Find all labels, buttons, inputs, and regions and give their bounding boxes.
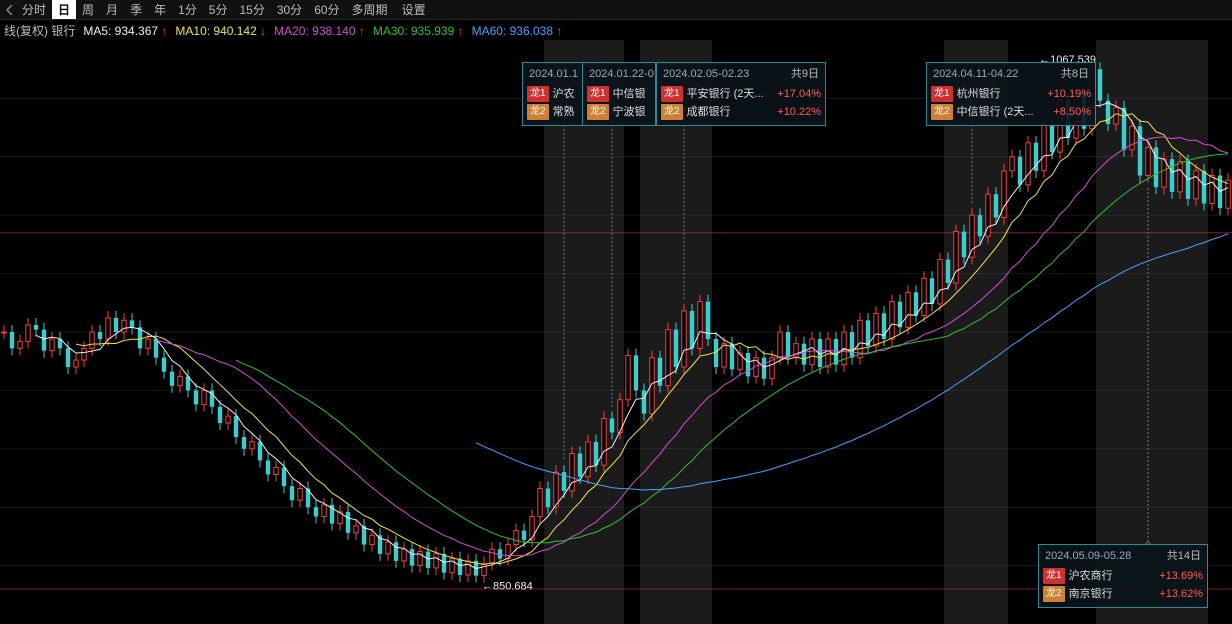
- annotation-box[interactable]: 2024.05.09-05.28 共14日龙1沪农商行 +13.69% 龙2南京银行 +…: [1038, 544, 1208, 608]
- legend-ma10: MA10: 940.142 ↓: [175, 24, 266, 38]
- stock-name: 沪农商行: [1069, 568, 1113, 584]
- timeframe-月[interactable]: 月: [100, 0, 124, 19]
- timeframe-季[interactable]: 季: [124, 0, 148, 19]
- annotation-days: 共14日: [1167, 548, 1201, 564]
- svg-text:←850.684: ←850.684: [482, 581, 533, 593]
- timeframe-5分[interactable]: 5分: [203, 0, 234, 19]
- scroll-left-icon[interactable]: [4, 2, 16, 18]
- pct-change: +8.50%: [1053, 104, 1091, 120]
- stock-name: 中信银行 (2天...: [957, 104, 1034, 120]
- annotation-date: 2024.05.09-05.28: [1045, 548, 1131, 564]
- annotation-days: 共8日: [1061, 66, 1089, 82]
- stock-name: 杭州银行: [957, 86, 1001, 102]
- timeframe-年[interactable]: 年: [148, 0, 172, 19]
- rank-tag: 龙1: [587, 86, 609, 102]
- annotation-row: 龙2常熟: [527, 103, 589, 121]
- annotation-box[interactable]: 2024.01.22-0 龙1中信银龙2宁波银: [582, 62, 656, 126]
- annotation-row: 龙1中信银: [587, 85, 651, 103]
- timeframe-日[interactable]: 日: [52, 0, 76, 19]
- stock-name: 成都银行: [687, 104, 731, 120]
- annotation-date: 2024.02.05-02.23: [663, 66, 749, 82]
- legend-ma20: MA20: 938.140 ↑: [274, 24, 365, 38]
- ma-legend: 线(复权) 银行 MA5: 934.367 ↑ MA10: 940.142 ↓ …: [4, 22, 562, 39]
- rank-tag: 龙2: [587, 104, 609, 120]
- timeframe-toolbar: 分时日周月季年1分5分15分30分60分多周期 设置: [0, 0, 1232, 20]
- annotation-row: 龙2中信银行 (2天... +8.50%: [931, 103, 1091, 121]
- timeframe-1分[interactable]: 1分: [172, 0, 203, 19]
- rank-tag: 龙1: [931, 86, 953, 102]
- stock-name: 常熟: [553, 104, 575, 120]
- annotation-row: 龙1沪农商行 +13.69%: [1043, 567, 1203, 585]
- annotation-row: 龙2南京银行 +13.62%: [1043, 585, 1203, 603]
- pct-change: +17.04%: [777, 86, 821, 102]
- legend-ma30: MA30: 935.939 ↑: [373, 24, 464, 38]
- timeframe-list: 分时日周月季年1分5分15分30分60分多周期: [16, 0, 394, 19]
- legend-ma5: MA5: 934.367 ↑: [83, 24, 167, 38]
- timeframe-15分[interactable]: 15分: [233, 0, 270, 19]
- timeframe-分时[interactable]: 分时: [16, 0, 52, 19]
- rank-tag: 龙2: [527, 104, 549, 120]
- legend-prefix: 线(复权) 银行: [4, 22, 75, 39]
- annotation-row: 龙1沪农: [527, 85, 589, 103]
- annotation-row: 龙1杭州银行 +10.19%: [931, 85, 1091, 103]
- annotation-row: 龙2成都银行 +10.22%: [661, 103, 821, 121]
- pct-change: +13.69%: [1159, 568, 1203, 584]
- annotation-box[interactable]: 2024.02.05-02.23共9日龙1平安银行 (2天...+17.04%龙…: [656, 62, 826, 126]
- pct-change: +10.19%: [1047, 86, 1091, 102]
- annotation-row: 龙1平安银行 (2天... +17.04%: [661, 85, 821, 103]
- stock-name: 沪农: [553, 86, 575, 102]
- rank-tag: 龙2: [931, 104, 953, 120]
- annotation-date: 2024.01.22-0: [589, 66, 654, 82]
- stock-name: 平安银行 (2天...: [687, 86, 764, 102]
- pct-change: +10.22%: [777, 104, 821, 120]
- stock-name: 中信银: [613, 86, 646, 102]
- annotation-date: 2024.04.11-04.22: [933, 66, 1018, 82]
- rank-tag: 龙1: [661, 86, 683, 102]
- rank-tag: 龙2: [661, 104, 683, 120]
- timeframe-周[interactable]: 周: [76, 0, 100, 19]
- rank-tag: 龙2: [1043, 586, 1065, 602]
- legend-ma60: MA60: 936.038 ↑: [472, 24, 563, 38]
- stock-name: 南京银行: [1069, 586, 1113, 602]
- candlestick-chart[interactable]: ←850.684←1067.539: [0, 40, 1232, 624]
- rank-tag: 龙1: [1043, 568, 1065, 584]
- annotation-days: 共9日: [791, 66, 819, 82]
- stock-name: 宁波银: [613, 104, 646, 120]
- pct-change: +13.62%: [1159, 586, 1203, 602]
- rank-tag: 龙1: [527, 86, 549, 102]
- timeframe-60分[interactable]: 60分: [308, 0, 345, 19]
- annotation-box[interactable]: 2024.04.11-04.22共8日龙1杭州银行+10.19%龙2中信银行 (…: [926, 62, 1096, 126]
- annotation-row: 龙2宁波银: [587, 103, 651, 121]
- timeframe-30分[interactable]: 30分: [271, 0, 308, 19]
- timeframe-多周期[interactable]: 多周期: [346, 0, 394, 19]
- settings-button[interactable]: 设置: [394, 0, 434, 19]
- annotation-date: 2024.01.1: [529, 66, 578, 82]
